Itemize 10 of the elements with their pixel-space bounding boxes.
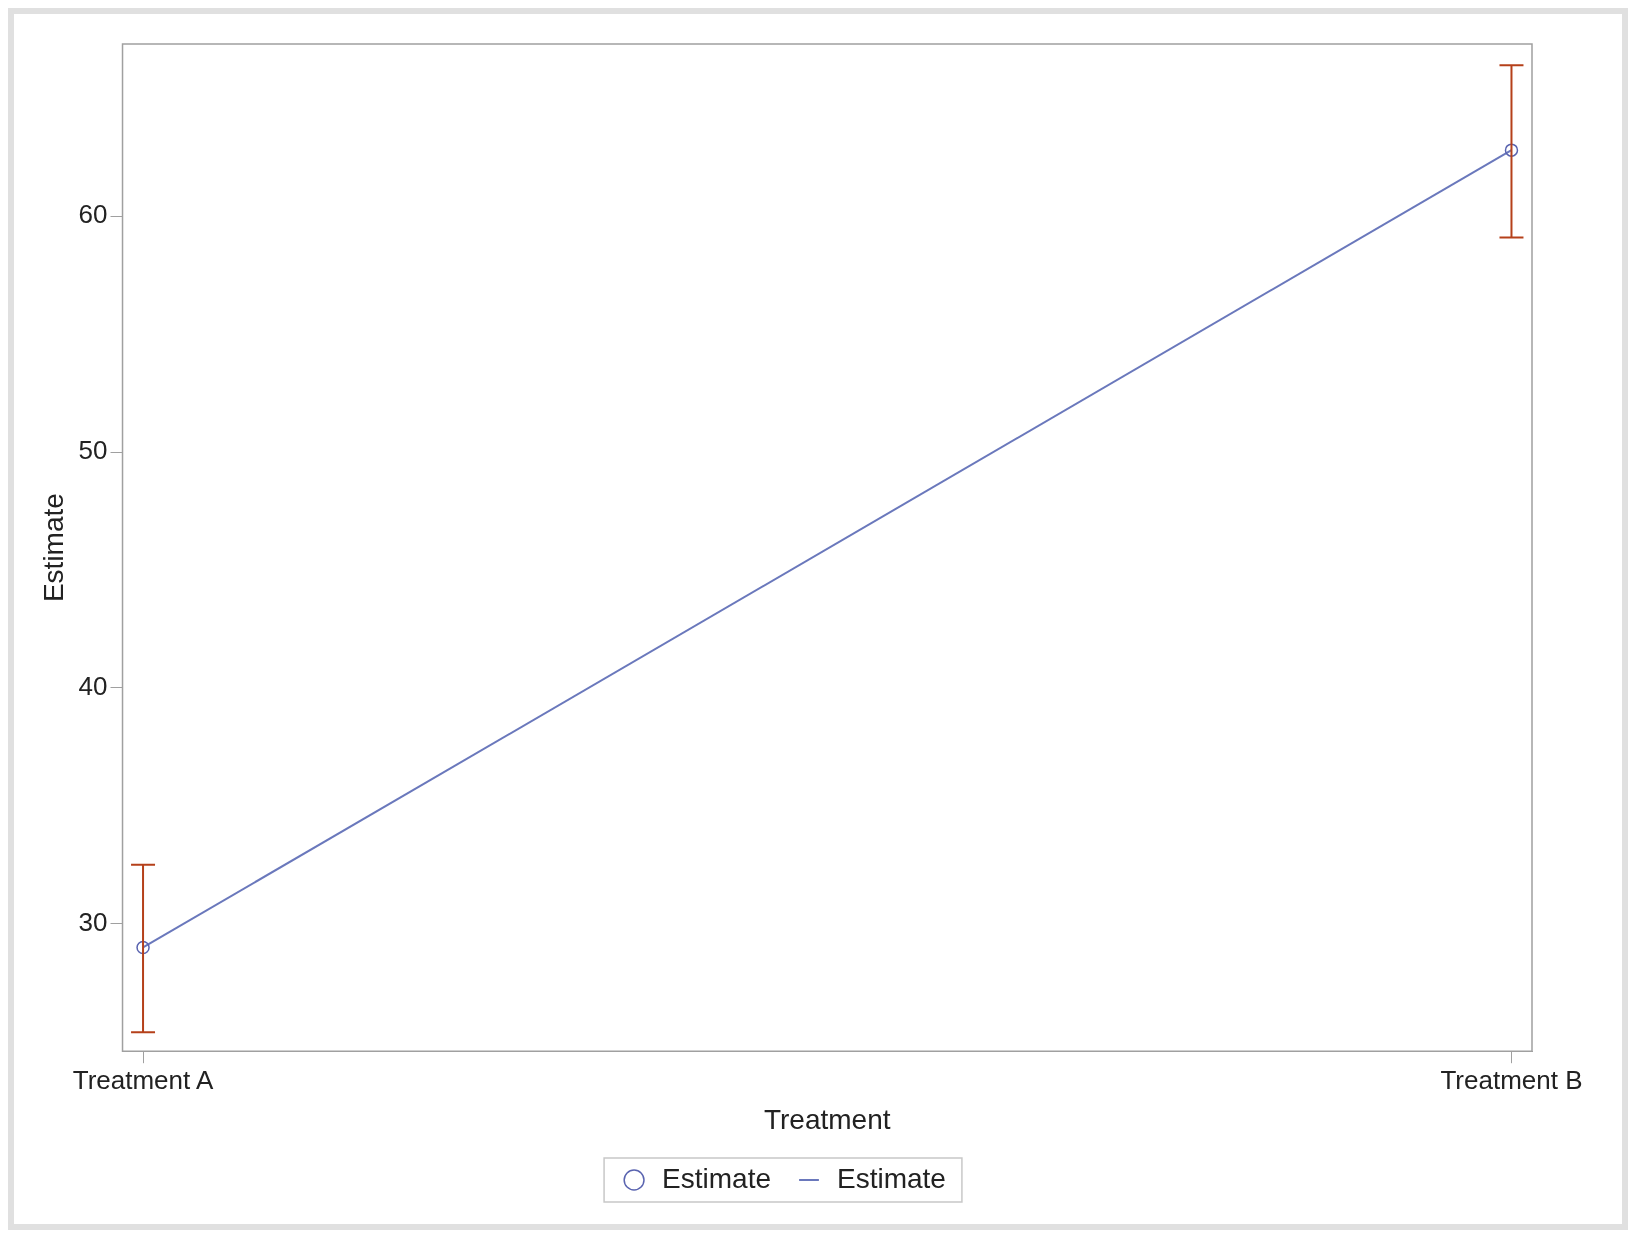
x-axis-title: Treatment [763,1103,891,1135]
y-tick-label: 50 [78,435,108,466]
x-tick-label: Treatment A [72,1064,215,1095]
legend-label: Estimate [662,1162,772,1194]
y-tick-label: 60 [78,199,108,230]
y-tick-label: 40 [78,671,108,702]
y-tick-label: 30 [78,907,108,937]
x-tick-label: Treatment B [1440,1064,1583,1095]
legend-label: Estimate [837,1162,946,1194]
y-axis-title: Estimate [37,493,69,603]
